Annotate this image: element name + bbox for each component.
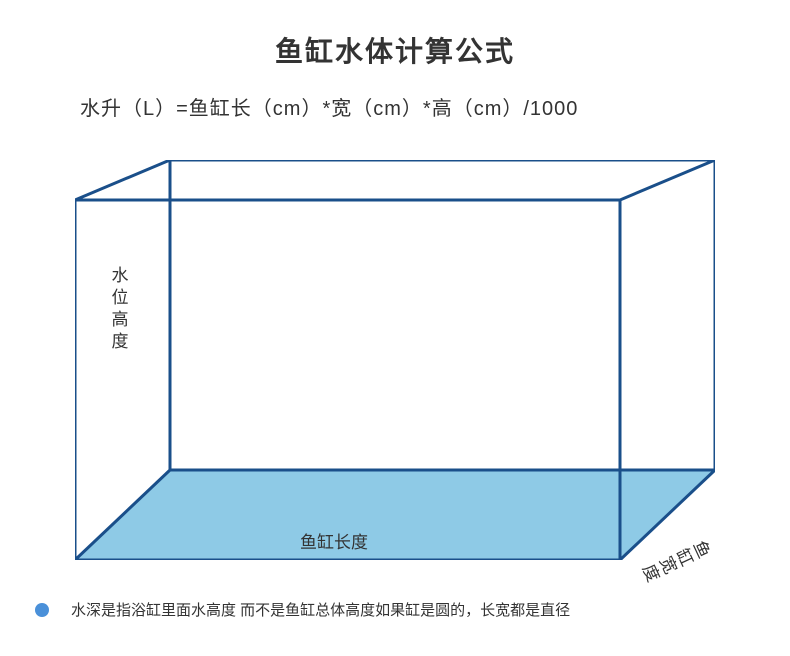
back-rect	[170, 160, 715, 470]
bullet-icon	[35, 603, 49, 617]
note-row: 水深是指浴缸里面水高度 而不是鱼缸总体高度如果缸是圆的，长宽都是直径	[35, 599, 570, 620]
tank-svg	[75, 160, 715, 560]
edge-top-right	[620, 160, 715, 200]
note-text: 水深是指浴缸里面水高度 而不是鱼缸总体高度如果缸是圆的，长宽都是直径	[71, 599, 570, 620]
formula-text: 水升（L）=鱼缸长（cm）*宽（cm）*高（cm）/1000	[0, 70, 790, 121]
tank-length-label: 鱼缸长度	[300, 528, 368, 553]
water-level-label: 水位高度	[110, 265, 130, 353]
tank-diagram	[75, 160, 715, 560]
edge-top-left	[75, 160, 170, 200]
page-title: 鱼缸水体计算公式	[0, 0, 790, 70]
